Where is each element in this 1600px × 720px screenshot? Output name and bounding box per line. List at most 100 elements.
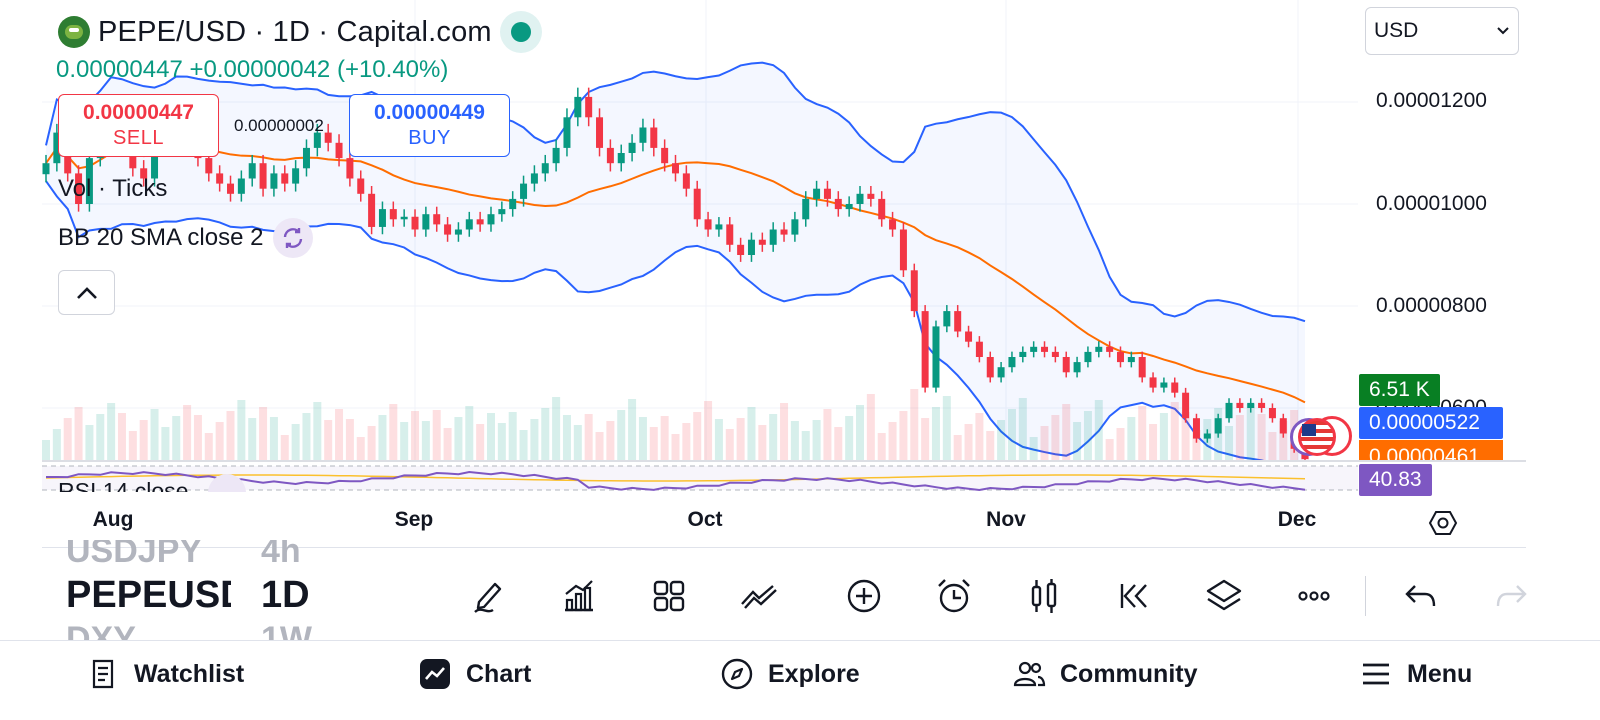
volume-bar — [421, 421, 430, 460]
volume-bar — [562, 415, 571, 460]
x-tick-label: Dec — [1277, 508, 1317, 531]
volume-bar — [215, 422, 224, 460]
more-icon[interactable] — [1290, 572, 1338, 620]
market-open-status-icon[interactable] — [499, 11, 542, 53]
volume-bar — [117, 413, 126, 460]
rsi-sync-icon[interactable] — [208, 474, 246, 492]
volume-bar — [128, 431, 137, 460]
volume-bar — [172, 416, 181, 460]
volume-bar — [1225, 426, 1234, 460]
candle-body — [1268, 408, 1276, 419]
candle-body — [227, 183, 235, 194]
symbol-interval-picker[interactable]: USDJPY PEPEUSD DXY 4h 1D 1W — [66, 540, 336, 640]
trend-lines-icon[interactable] — [735, 572, 783, 620]
plot-area — [42, 61, 1309, 460]
volume-bar — [161, 427, 170, 460]
candle-body — [1258, 402, 1266, 408]
nav-community[interactable]: Community — [1012, 657, 1198, 691]
bollinger-legend[interactable]: BB 20 SMA close 2 — [58, 218, 314, 258]
volume-bar — [150, 409, 159, 460]
candle-body — [270, 173, 278, 189]
nav-menu-label: Menu — [1407, 659, 1473, 688]
volume-bar — [237, 400, 246, 460]
candle-body — [813, 188, 821, 199]
candle-body — [433, 214, 441, 225]
ohlc-change: 0.00000447 +0.00000042 (+10.40%) — [56, 56, 449, 83]
volume-bar — [508, 412, 517, 460]
candle-body — [682, 173, 690, 189]
candle-body — [954, 311, 962, 332]
candle-body — [639, 127, 647, 143]
toolbar-separator — [1365, 576, 1366, 616]
volume-bar — [888, 422, 897, 460]
candle-body — [346, 158, 354, 179]
nav-watchlist[interactable]: Watchlist — [86, 657, 244, 691]
rsi-line — [46, 470, 1306, 492]
rsi-legend-clip: RSI 14 close — [42, 462, 442, 492]
volume-bar — [465, 406, 474, 460]
candle-body — [650, 127, 658, 148]
indicators-icon[interactable] — [555, 572, 603, 620]
candle-body — [357, 178, 365, 194]
sync-icon[interactable] — [273, 218, 314, 258]
candle-body — [85, 158, 93, 204]
buy-button[interactable]: 0.00000449 BUY — [349, 94, 510, 157]
volume-bar — [780, 403, 789, 460]
replay-icon[interactable] — [1110, 572, 1158, 620]
volume-bar — [1268, 432, 1277, 460]
candle-body — [1084, 351, 1092, 363]
collapse-legend-button[interactable] — [58, 270, 115, 315]
volume-bar — [964, 424, 973, 460]
drawing-pen-icon[interactable] — [465, 572, 513, 620]
volume-bar — [552, 397, 561, 460]
candle-body — [75, 173, 83, 204]
chart-header: PEPE/USD · 1D · Capital.com — [58, 11, 542, 53]
volume-bar — [204, 433, 213, 460]
volume-bar — [942, 396, 951, 460]
currency-select[interactable]: USD — [1365, 7, 1519, 55]
candle-body — [856, 193, 864, 204]
alert-clock-icon[interactable] — [930, 572, 978, 620]
symbol-title[interactable]: PEPE/USD · 1D · Capital.com — [98, 15, 492, 48]
candle-style-icon[interactable] — [1020, 572, 1068, 620]
volume-bar — [660, 416, 669, 460]
picker-symbol-current[interactable]: PEPEUSD — [66, 574, 231, 616]
pepe-logo-icon — [58, 16, 90, 48]
redo-icon[interactable] — [1487, 572, 1535, 620]
picker-symbol-next[interactable]: DXY — [66, 620, 136, 640]
nav-explore[interactable]: Explore — [720, 657, 860, 691]
x-tick-label: Oct — [687, 508, 723, 531]
volume-bar — [573, 425, 582, 460]
volume-bar — [52, 429, 61, 460]
add-icon[interactable] — [840, 572, 888, 620]
rsi-ma-line — [45, 474, 1306, 482]
layers-icon[interactable] — [1200, 572, 1248, 620]
layouts-grid-icon[interactable] — [645, 572, 693, 620]
nav-chart[interactable]: Chart — [418, 657, 531, 691]
bottom-navigation: Watchlist Chart Explore Community Menu — [0, 640, 1600, 720]
candle-body — [899, 229, 907, 271]
nav-menu[interactable]: Menu — [1359, 657, 1472, 691]
rsi-legend[interactable]: RSI 14 close — [58, 478, 189, 492]
candle-body — [1182, 392, 1190, 419]
divider — [42, 547, 1526, 548]
volume-bar — [541, 408, 550, 460]
picker-interval-next[interactable]: 1W — [261, 620, 312, 640]
economic-events-icon[interactable] — [1290, 416, 1356, 456]
volume-bar — [584, 414, 593, 460]
picker-interval-prev[interactable]: 4h — [261, 540, 301, 570]
volume-bar — [812, 420, 821, 460]
chart-settings-icon[interactable] — [1428, 508, 1458, 538]
volume-bar — [226, 411, 235, 460]
volume-legend[interactable]: Vol · Ticks — [58, 175, 168, 202]
sell-button[interactable]: 0.00000447 SELL — [58, 94, 219, 157]
picker-interval-current[interactable]: 1D — [261, 574, 310, 616]
picker-symbol-prev[interactable]: USDJPY — [66, 540, 203, 570]
undo-icon[interactable] — [1397, 572, 1445, 620]
chart-icon — [420, 659, 450, 689]
volume-bar — [139, 420, 148, 460]
volume-bar — [1181, 412, 1190, 460]
candle-body — [487, 214, 495, 225]
